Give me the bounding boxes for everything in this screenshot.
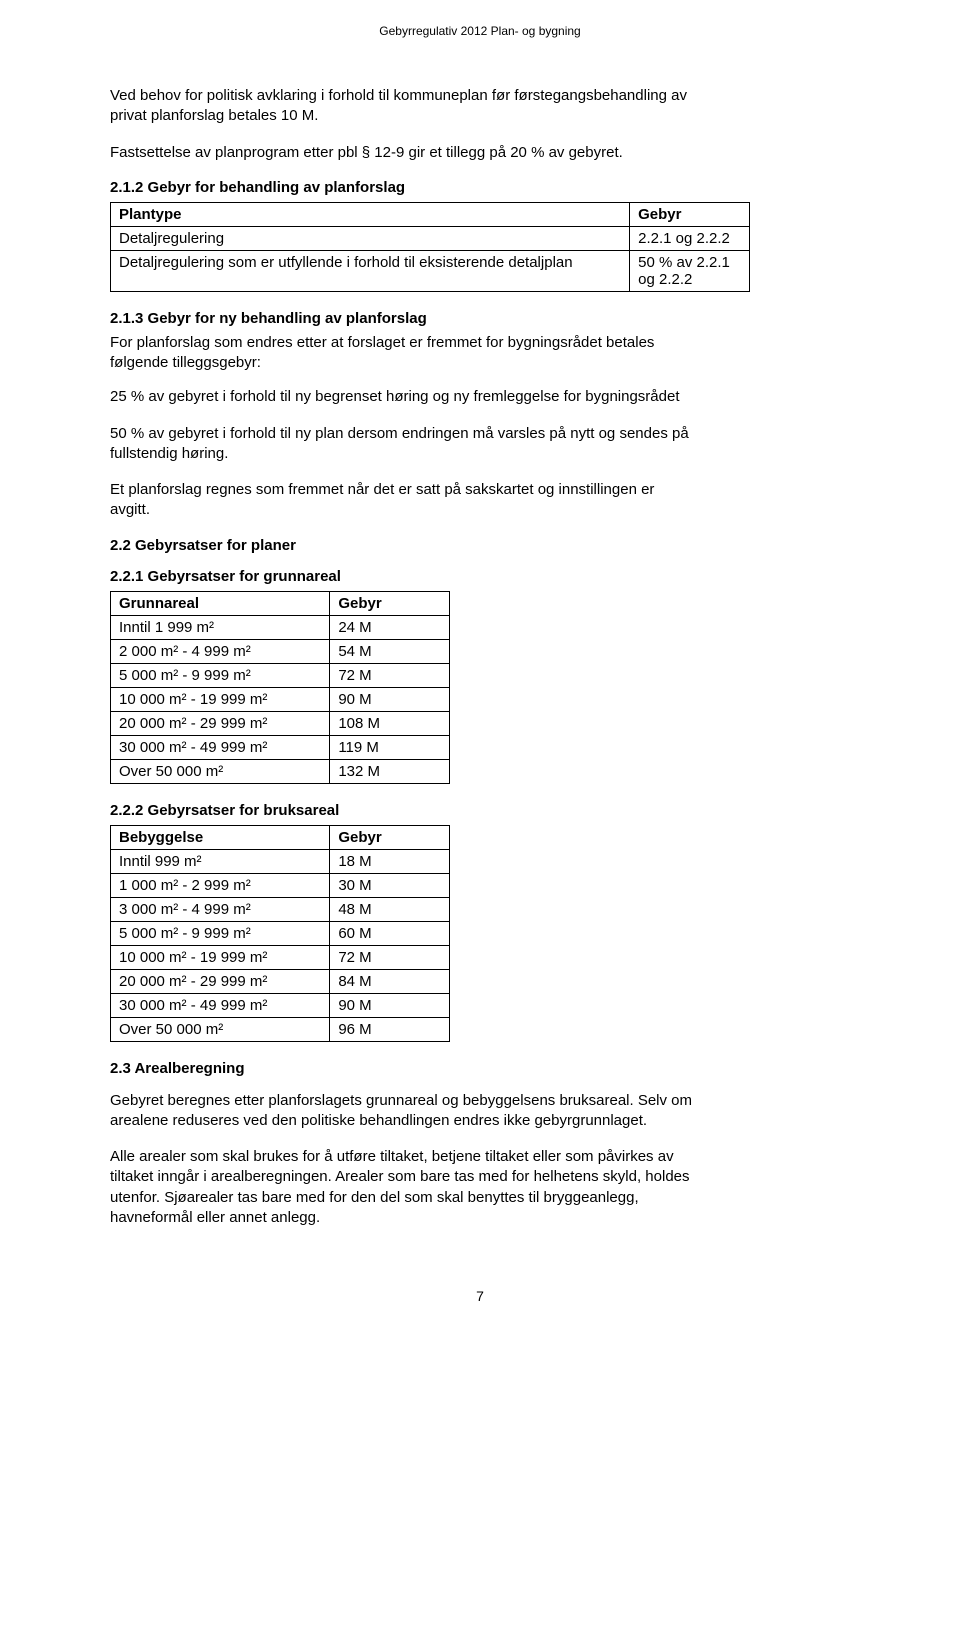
- section-title-213: 2.1.3 Gebyr for ny behandling av planfor…: [110, 310, 850, 327]
- table-row: Inntil 1 999 m²24 M: [111, 615, 450, 639]
- cell: 30 M: [330, 873, 450, 897]
- table-row: Over 50 000 m²96 M: [111, 1017, 450, 1041]
- text-line: følgende tilleggsgebyr:: [110, 354, 261, 371]
- document-header: Gebyrregulativ 2012 Plan- og bygning: [110, 24, 850, 38]
- paragraph: 25 % av gebyret i forhold til ny begrens…: [110, 387, 850, 407]
- text-line: Ved behov for politisk avklaring i forho…: [110, 87, 687, 104]
- th-bebyggelse: Bebyggelse: [111, 825, 330, 849]
- table-row: 10 000 m² - 19 999 m²90 M: [111, 687, 450, 711]
- th-gebyr: Gebyr: [330, 825, 450, 849]
- cell: Detaljregulering som er utfyllende i for…: [111, 250, 630, 291]
- table-row: 30 000 m² - 49 999 m²90 M: [111, 993, 450, 1017]
- page-number: 7: [110, 1288, 850, 1304]
- cell: 72 M: [330, 663, 450, 687]
- cell: 72 M: [330, 945, 450, 969]
- cell: 3 000 m² - 4 999 m²: [111, 897, 330, 921]
- section-title-221: 2.2.1 Gebyrsatser for grunnareal: [110, 568, 850, 585]
- table-row: 10 000 m² - 19 999 m²72 M: [111, 945, 450, 969]
- th-plantype: Plantype: [111, 202, 630, 226]
- section-title-23: 2.3 Arealberegning: [110, 1060, 850, 1077]
- cell: 54 M: [330, 639, 450, 663]
- cell: 30 000 m² - 49 999 m²: [111, 735, 330, 759]
- table-header-row: Grunnareal Gebyr: [111, 591, 450, 615]
- cell: 119 M: [330, 735, 450, 759]
- page: Gebyrregulativ 2012 Plan- og bygning Ved…: [0, 0, 960, 1364]
- intro-paragraph-2: Fastsettelse av planprogram etter pbl § …: [110, 143, 850, 163]
- cell: 10 000 m² - 19 999 m²: [111, 687, 330, 711]
- paragraph: Gebyret beregnes etter planforslagets gr…: [110, 1091, 850, 1132]
- cell: 30 000 m² - 49 999 m²: [111, 993, 330, 1017]
- text-line: 50 % av gebyret i forhold til ny plan de…: [110, 425, 689, 442]
- cell: 24 M: [330, 615, 450, 639]
- text-line: Alle arealer som skal brukes for å utfør…: [110, 1148, 674, 1165]
- cell: 2 000 m² - 4 999 m²: [111, 639, 330, 663]
- cell: 48 M: [330, 897, 450, 921]
- cell: 90 M: [330, 687, 450, 711]
- section-title-222: 2.2.2 Gebyrsatser for bruksareal: [110, 802, 850, 819]
- table-row: Inntil 999 m²18 M: [111, 849, 450, 873]
- table-header-row: Plantype Gebyr: [111, 202, 750, 226]
- cell: Inntil 1 999 m²: [111, 615, 330, 639]
- paragraph: For planforslag som endres etter at fors…: [110, 333, 850, 374]
- cell: Detaljregulering: [111, 226, 630, 250]
- text-line: privat planforslag betales 10 M.: [110, 107, 318, 124]
- cell: 60 M: [330, 921, 450, 945]
- table-row: 1 000 m² - 2 999 m²30 M: [111, 873, 450, 897]
- text-line: fullstendig høring.: [110, 445, 228, 462]
- table-row: Detaljregulering som er utfyllende i for…: [111, 250, 750, 291]
- table-row: 5 000 m² - 9 999 m²60 M: [111, 921, 450, 945]
- text-line: utenfor. Sjøarealer tas bare med for den…: [110, 1189, 639, 1206]
- table-row: 3 000 m² - 4 999 m²48 M: [111, 897, 450, 921]
- paragraph: 50 % av gebyret i forhold til ny plan de…: [110, 424, 850, 465]
- cell: Inntil 999 m²: [111, 849, 330, 873]
- table-header-row: Bebyggelse Gebyr: [111, 825, 450, 849]
- table-row: 5 000 m² - 9 999 m²72 M: [111, 663, 450, 687]
- text-line: arealene reduseres ved den politiske beh…: [110, 1112, 647, 1129]
- table-bruksareal: Bebyggelse Gebyr Inntil 999 m²18 M 1 000…: [110, 825, 450, 1042]
- cell: Over 50 000 m²: [111, 759, 330, 783]
- table-row: 30 000 m² - 49 999 m²119 M: [111, 735, 450, 759]
- cell: 5 000 m² - 9 999 m²: [111, 921, 330, 945]
- table-row: Detaljregulering 2.2.1 og 2.2.2: [111, 226, 750, 250]
- table-plantype: Plantype Gebyr Detaljregulering 2.2.1 og…: [110, 202, 750, 292]
- section-title-212: 2.1.2 Gebyr for behandling av planforsla…: [110, 179, 850, 196]
- text-line: havneformål eller annet anlegg.: [110, 1209, 320, 1226]
- th-gebyr: Gebyr: [330, 591, 450, 615]
- table-row: 20 000 m² - 29 999 m²108 M: [111, 711, 450, 735]
- cell: 108 M: [330, 711, 450, 735]
- table-row: 20 000 m² - 29 999 m²84 M: [111, 969, 450, 993]
- cell: 84 M: [330, 969, 450, 993]
- table-row: 2 000 m² - 4 999 m²54 M: [111, 639, 450, 663]
- text-line: avgitt.: [110, 501, 150, 518]
- cell: 20 000 m² - 29 999 m²: [111, 969, 330, 993]
- cell: Over 50 000 m²: [111, 1017, 330, 1041]
- intro-paragraph-1: Ved behov for politisk avklaring i forho…: [110, 86, 850, 127]
- cell: 50 % av 2.2.1 og 2.2.2: [630, 250, 750, 291]
- cell: 1 000 m² - 2 999 m²: [111, 873, 330, 897]
- cell: 10 000 m² - 19 999 m²: [111, 945, 330, 969]
- th-grunnareal: Grunnareal: [111, 591, 330, 615]
- cell: 18 M: [330, 849, 450, 873]
- text-line: tiltaket inngår i arealberegningen. Area…: [110, 1168, 690, 1185]
- cell: 20 000 m² - 29 999 m²: [111, 711, 330, 735]
- cell: 5 000 m² - 9 999 m²: [111, 663, 330, 687]
- cell: 2.2.1 og 2.2.2: [630, 226, 750, 250]
- text-line: Gebyret beregnes etter planforslagets gr…: [110, 1092, 692, 1109]
- section-title-22: 2.2 Gebyrsatser for planer: [110, 537, 850, 554]
- cell: 132 M: [330, 759, 450, 783]
- text-line: For planforslag som endres etter at fors…: [110, 334, 654, 351]
- paragraph: Alle arealer som skal brukes for å utfør…: [110, 1147, 850, 1228]
- cell: 90 M: [330, 993, 450, 1017]
- text-line: Et planforslag regnes som fremmet når de…: [110, 481, 654, 498]
- cell: 96 M: [330, 1017, 450, 1041]
- th-gebyr: Gebyr: [630, 202, 750, 226]
- paragraph: Et planforslag regnes som fremmet når de…: [110, 480, 850, 521]
- table-row: Over 50 000 m²132 M: [111, 759, 450, 783]
- table-grunnareal: Grunnareal Gebyr Inntil 1 999 m²24 M 2 0…: [110, 591, 450, 784]
